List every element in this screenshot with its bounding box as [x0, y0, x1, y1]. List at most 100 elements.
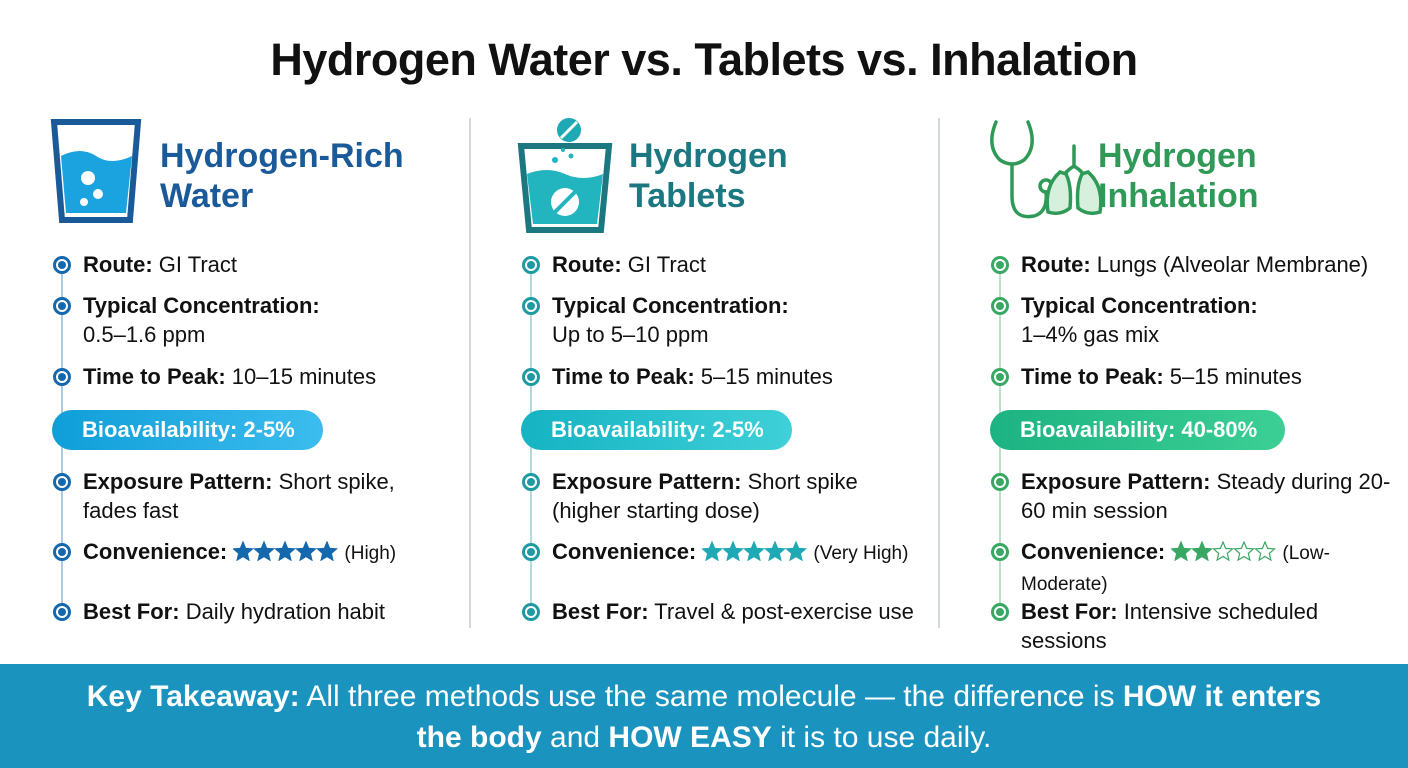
item-value: GI Tract — [158, 252, 238, 277]
column-heading: Hydrogen Tablets — [629, 136, 788, 216]
bullet — [991, 543, 1009, 561]
rating — [1171, 541, 1277, 561]
item-label: Convenience: — [1021, 539, 1166, 564]
item-value: GI Tract — [627, 252, 707, 277]
water-icon — [50, 119, 142, 223]
takeaway-segment: and — [541, 721, 609, 754]
bullet — [522, 368, 540, 386]
item-label: Typical Concentration: — [83, 293, 320, 318]
item-value: Steady during 20-60 min session — [1021, 469, 1391, 523]
item-label: Time to Peak: — [1021, 364, 1164, 389]
item-label: Route: — [1021, 252, 1091, 277]
rating — [233, 541, 339, 561]
footer: Key Takeaway: All three methods use the … — [0, 664, 1408, 768]
column: Hydrogen Inhalation Route: Lungs (Alveolar… — [938, 110, 1407, 660]
item-value: 5–15 minutes — [1169, 364, 1302, 389]
bullet — [991, 473, 1009, 491]
star-filled — [722, 541, 745, 561]
divider — [469, 118, 471, 628]
item-value: Lungs (Alveolar Membrane) — [1096, 252, 1369, 277]
item-value: Intensive scheduled sessions — [1021, 599, 1319, 653]
bullet — [53, 473, 71, 491]
item-label: Route: — [83, 252, 153, 277]
detail: Route: GI Tract — [552, 250, 922, 279]
heading-line: Inhalation — [1098, 177, 1259, 215]
convenience: Convenience: (High) — [83, 537, 453, 568]
item-label: Exposure Pattern: — [1021, 469, 1211, 494]
bullet — [522, 297, 540, 315]
best-for: Best For: Daily hydration habit — [83, 597, 453, 626]
convenience: Convenience: (Low-Moderate) — [1021, 537, 1391, 599]
rating-note: (Low-Moderate) — [1021, 543, 1330, 595]
star-empty — [1233, 541, 1256, 561]
best-for: Best For: Intensive scheduled sessions — [1021, 597, 1391, 655]
icon — [984, 116, 1104, 231]
item-value: 10–15 minutes — [231, 364, 377, 389]
takeaway-segment: Key Takeaway: — [86, 680, 300, 713]
takeaway-segment: it is to use daily. — [771, 721, 992, 754]
column: Hydrogen-Rich Water Route: GI Tract Typical… — [0, 110, 469, 660]
bullet — [53, 297, 71, 315]
item-label: Typical Concentration: — [552, 293, 789, 318]
bullet — [53, 603, 71, 621]
bioavailability-badge: Bioavailability: 2-5% — [52, 410, 323, 450]
item-label: Exposure Pattern: — [552, 469, 742, 494]
convenience: Convenience: (Very High) — [552, 537, 922, 568]
bullet — [522, 473, 540, 491]
bioavailability-badge: Bioavailability: 2-5% — [521, 410, 792, 450]
takeaway: Key Takeaway: All three methods use the … — [80, 676, 1328, 758]
bullet — [53, 368, 71, 386]
detail: Time to Peak: 10–15 minutes — [83, 362, 453, 391]
star-filled — [702, 541, 724, 561]
bullet — [522, 256, 540, 274]
item-value: 0.5–1.6 ppm — [83, 322, 206, 347]
star-filled — [1191, 541, 1214, 561]
bullet — [522, 543, 540, 561]
star-filled — [1171, 541, 1193, 561]
heading-line: Tablets — [629, 177, 746, 215]
best-for: Best For: Travel & post-exercise use — [552, 597, 922, 626]
heading-line: Hydrogen-Rich — [160, 137, 404, 175]
detail: Typical Concentration: Up to 5–10 ppm — [552, 291, 922, 349]
item-label: Best For: — [83, 599, 180, 624]
star-empty — [1254, 541, 1277, 561]
item-label: Time to Peak: — [552, 364, 695, 389]
divider — [938, 118, 940, 628]
column: Hydrogen Tablets Route: GI Tract Typical Co… — [469, 110, 938, 660]
bullet — [522, 603, 540, 621]
bullet — [991, 368, 1009, 386]
item-value: Travel & post-exercise use — [654, 599, 914, 624]
star-filled — [743, 541, 766, 561]
exposure: Exposure Pattern: Short spike (higher st… — [552, 467, 922, 525]
rating — [702, 541, 808, 561]
detail: Time to Peak: 5–15 minutes — [552, 362, 922, 391]
bullet — [991, 603, 1009, 621]
inhalation-icon — [990, 120, 1103, 219]
column-heading: Hydrogen-Rich Water — [160, 136, 404, 216]
title: Hydrogen Water vs. Tablets vs. Inhalatio… — [270, 34, 1138, 85]
star-filled — [233, 541, 255, 561]
heading-line: Hydrogen — [1098, 137, 1257, 175]
exposure: Exposure Pattern: Steady during 20-60 mi… — [1021, 467, 1391, 525]
item-label: Exposure Pattern: — [83, 469, 273, 494]
star-filled — [274, 541, 297, 561]
detail: Time to Peak: 5–15 minutes — [1021, 362, 1391, 391]
bullet — [53, 256, 71, 274]
star-filled — [253, 541, 276, 561]
detail: Route: GI Tract — [83, 250, 453, 279]
item-label: Convenience: — [552, 539, 697, 564]
item-value: Daily hydration habit — [185, 599, 386, 624]
item-value: 5–15 minutes — [700, 364, 833, 389]
item-label: Convenience: — [83, 539, 228, 564]
tablet-icon — [517, 118, 613, 233]
item-label: Time to Peak: — [83, 364, 226, 389]
star-filled — [295, 541, 318, 561]
heading-line: Hydrogen — [629, 137, 788, 175]
icon — [46, 116, 146, 231]
rating-note: (Very High) — [813, 543, 909, 564]
star-filled — [316, 541, 339, 561]
takeaway-segment: All three methods use the same molecule … — [299, 680, 1123, 713]
rating-note: (High) — [344, 543, 397, 564]
